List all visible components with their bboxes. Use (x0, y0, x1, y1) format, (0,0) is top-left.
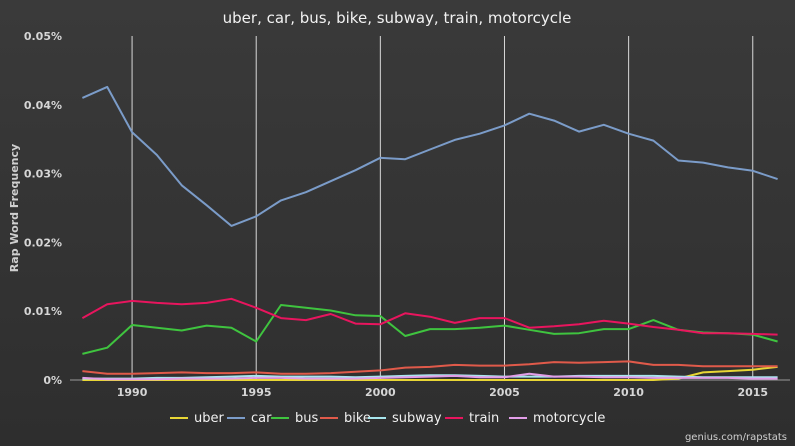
y-tick-label: 0.04% (24, 99, 62, 112)
legend-label-uber: uber (194, 411, 224, 426)
series-line-uber (82, 365, 778, 381)
legend: uber car bus bike subway train motorcycle (170, 411, 605, 426)
x-tick-label: 1990 (117, 386, 148, 399)
x-tick-label: 2000 (365, 386, 396, 399)
series-line-train (81, 297, 778, 336)
chart-title: uber, car, bus, bike, subway, train, mot… (223, 9, 572, 27)
gridlines (131, 36, 754, 380)
axes: 1990 1995 2000 2005 2010 2015 0% 0.01% 0.02% 0.03… (24, 30, 790, 399)
y-axis-label: Rap Word Frequency (8, 144, 21, 272)
legend-label-bus: bus (295, 411, 318, 426)
y-tick-label: 0.03% (24, 168, 62, 181)
y-tick-label: 0.01% (24, 305, 62, 318)
legend-label-train: train (469, 411, 499, 426)
series-line-subway (82, 374, 778, 380)
source-credit: genius.com/rapstats (685, 432, 787, 443)
series-line-bike (82, 360, 778, 375)
legend-label-subway: subway (392, 411, 442, 426)
y-tick-label: 0.05% (24, 30, 62, 43)
x-tick-label: 2010 (613, 386, 644, 399)
series-lines (81, 85, 778, 381)
y-tick-label: 0.02% (24, 236, 62, 249)
legend-label-bike: bike (344, 411, 371, 426)
series-line-motorcycle (82, 372, 778, 381)
legend-label-motorcycle: motorcycle (533, 411, 605, 426)
series-line-bus (82, 304, 778, 355)
x-tick-label: 2005 (489, 386, 520, 399)
y-tick-label: 0% (43, 374, 62, 387)
series-line-car (81, 85, 778, 227)
x-tick-label: 1995 (241, 386, 272, 399)
legend-label-car: car (251, 411, 272, 426)
x-tick-label: 2015 (737, 386, 768, 399)
